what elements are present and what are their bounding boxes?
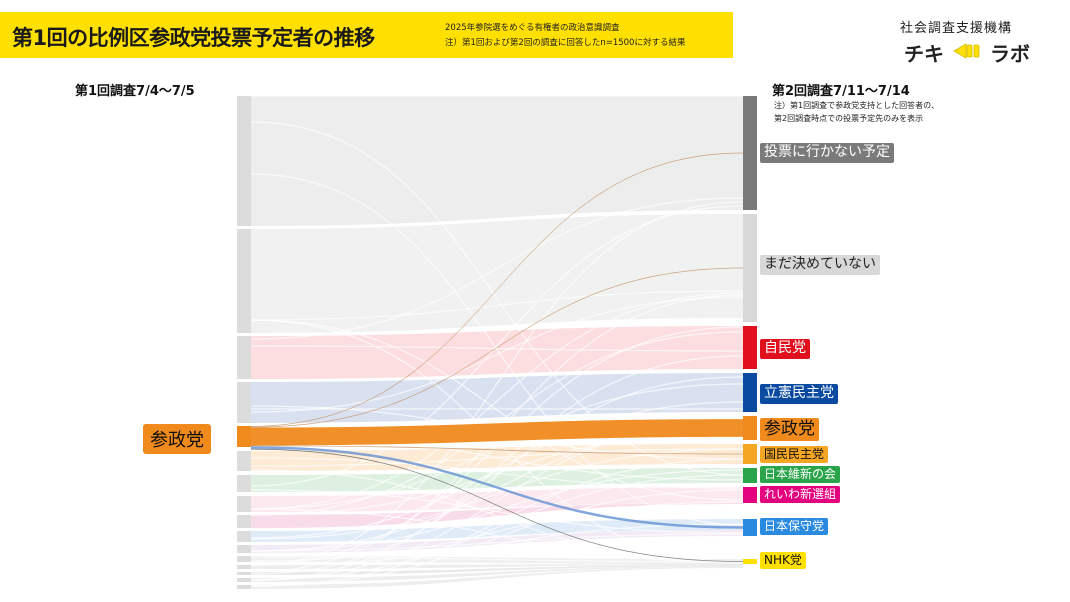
- target-node-9: [743, 519, 757, 536]
- flow-separator: [250, 474, 744, 581]
- flow-1: [251, 152, 743, 427]
- left-node: [237, 585, 251, 589]
- left-node: [237, 572, 251, 575]
- flow-separator: [250, 121, 744, 476]
- target-node-1: [743, 96, 757, 210]
- target-node-7: [743, 468, 757, 483]
- chart-note-line1: 注）第1回調査で参政党支持とした回答者の、: [774, 101, 940, 110]
- target-label-5: 参政党: [760, 418, 819, 442]
- title-banner: [0, 12, 733, 58]
- left-node: [237, 545, 251, 553]
- left-node: [237, 496, 251, 512]
- target-node-8: [743, 487, 757, 503]
- flow-separator: [250, 469, 744, 563]
- flow-separator: [250, 355, 744, 581]
- flow-separator: [250, 448, 744, 467]
- flow-separator: [250, 523, 744, 566]
- flow-5: [251, 419, 743, 446]
- flow-separator: [250, 489, 744, 534]
- flow-9: [251, 446, 743, 529]
- left-node: [237, 556, 251, 562]
- left-node: [237, 451, 251, 471]
- subtitle-note: 注）第1回および第2回の調査に回答したn=1500に対する結果: [445, 38, 686, 48]
- source-header: 第1回調査7/4〜7/5: [75, 84, 195, 99]
- target-node-5: [743, 416, 757, 440]
- flow-separator: [250, 205, 744, 487]
- source-node-label: 参政党: [143, 424, 211, 454]
- flow-separator: [250, 501, 744, 562]
- target-label-1: 投票に行かない予定: [760, 143, 894, 163]
- left-node: [237, 336, 251, 379]
- flow-separator: [250, 292, 744, 510]
- target-label-7: 日本維新の会: [760, 466, 841, 483]
- target-node-4: [743, 373, 757, 412]
- target-label-4: 立憲民主党: [760, 384, 838, 404]
- flow-separator: [250, 457, 744, 489]
- flow-separator: [250, 469, 744, 552]
- flow-2: [251, 267, 743, 428]
- flow-separator: [250, 326, 744, 566]
- subtitle-survey: 2025年参院選をめぐる有権者の政治意識調査: [445, 23, 620, 33]
- page-title: 第1回の比例区参政党投票予定者の推移: [12, 26, 375, 50]
- left-node: [237, 382, 251, 423]
- flow-separator: [250, 533, 744, 552]
- logo-text-right: ラボ: [990, 42, 1030, 66]
- flow-background: [251, 373, 743, 423]
- target-label-10: NHK党: [760, 552, 806, 569]
- megaphone-icon: [953, 43, 980, 59]
- flow-background: [251, 519, 743, 542]
- flow-separator: [250, 290, 744, 321]
- target-node-10: [743, 559, 757, 564]
- left-node: [237, 96, 251, 226]
- flow-background: [251, 567, 743, 589]
- left-node: [237, 531, 251, 542]
- target-label-6: 国民民主党: [760, 446, 829, 463]
- brand-logo: チキ ラボ: [904, 38, 1044, 66]
- left-node: [237, 565, 251, 569]
- left-node: [237, 229, 251, 333]
- flow-separator: [250, 296, 744, 413]
- flow-separator: [250, 489, 744, 587]
- target-node-6: [743, 444, 757, 464]
- logo-text-left: チキ: [904, 42, 944, 66]
- org-name: 社会調査支援機構: [900, 21, 1013, 36]
- flow-background: [251, 564, 743, 569]
- flow-separator: [250, 319, 744, 501]
- flow-separator: [250, 458, 744, 587]
- flow-separator: [250, 401, 744, 539]
- flow-background: [251, 96, 743, 226]
- flow-6: [251, 445, 743, 455]
- target-label-2: まだ決めていない: [760, 255, 880, 275]
- target-node-2: [743, 214, 757, 322]
- target-header: 第2回調査7/11〜7/14: [772, 84, 910, 99]
- flow-background: [251, 214, 743, 333]
- target-node-3: [743, 326, 757, 369]
- target-label-8: れいわ新選組: [760, 486, 841, 503]
- flow-separator: [250, 508, 744, 563]
- left-node: [237, 515, 251, 528]
- left-node: [237, 578, 251, 582]
- flow-separator: [250, 197, 744, 340]
- target-label-9: 日本保守党: [760, 518, 829, 535]
- left-node: [237, 475, 251, 492]
- flow-background: [251, 566, 743, 582]
- source-node: [237, 426, 251, 447]
- flow-10: [251, 448, 743, 562]
- chart-note-line2: 第2回調査時点での投票予定先のみを表示: [774, 114, 924, 123]
- target-label-3: 自民党: [760, 339, 810, 359]
